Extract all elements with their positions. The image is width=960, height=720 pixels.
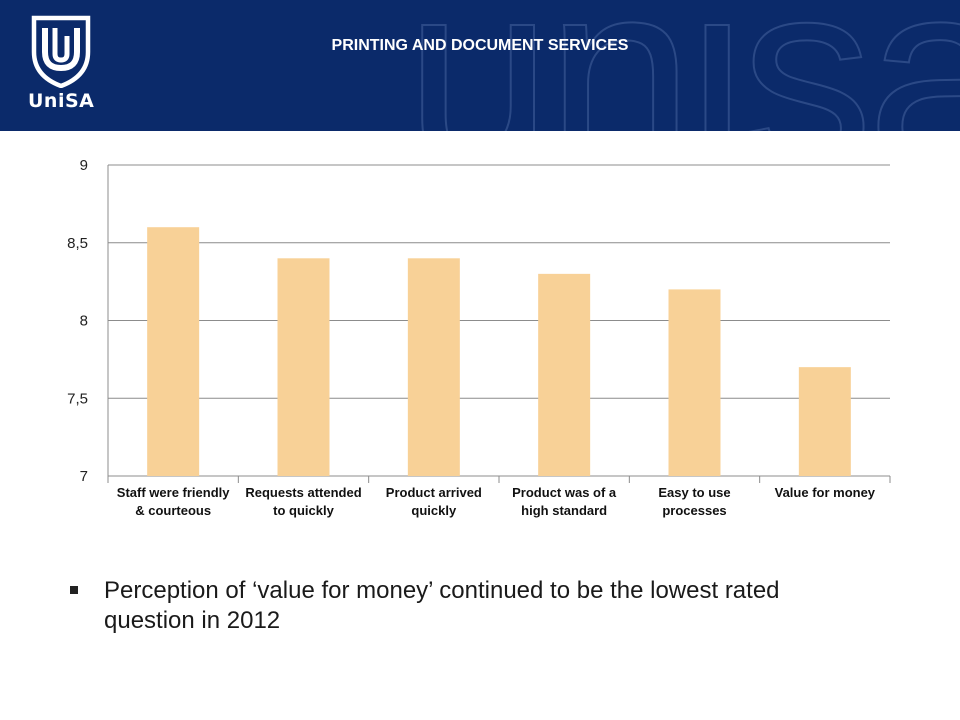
logo-wordmark: UniSA bbox=[28, 90, 95, 112]
watermark-text: unisa bbox=[404, 0, 960, 131]
unisa-logo[interactable]: UniSA bbox=[28, 14, 94, 124]
bullet-marker-icon bbox=[70, 586, 78, 594]
x-category-label: Staff were friendly & courteous bbox=[116, 485, 230, 518]
bar bbox=[798, 367, 851, 476]
bar bbox=[277, 258, 330, 476]
bar bbox=[147, 227, 200, 476]
bar bbox=[538, 273, 591, 476]
y-tick-label: 8,5 bbox=[67, 235, 88, 252]
y-tick-label: 9 bbox=[80, 157, 88, 174]
x-category-label: Requests attended to quickly bbox=[245, 485, 362, 518]
shield-icon bbox=[31, 15, 91, 88]
x-category-label: Value for money bbox=[774, 485, 876, 500]
y-tick-label: 7 bbox=[80, 468, 88, 485]
x-category-label: Product arrived quickly bbox=[385, 485, 482, 518]
x-category-label: Product was of a high standard bbox=[512, 485, 617, 518]
x-category-label: Easy to use processes bbox=[658, 485, 731, 518]
chart-plot: 7 7,5 8 8,5 9 bbox=[67, 157, 891, 485]
bar bbox=[407, 258, 460, 476]
page-title: PRINTING AND DOCUMENT SERVICES bbox=[331, 37, 629, 54]
bar-chart: 7 7,5 8 8,5 9 Staff were friendly & courteou… bbox=[40, 145, 920, 555]
header-banner: unisa UniSA PRINTING AND DOCUMENT SERVIC… bbox=[0, 0, 960, 131]
bullet-text: Perception of ‘value for money’ continue… bbox=[104, 577, 780, 634]
y-tick-label: 7,5 bbox=[67, 390, 88, 407]
bar bbox=[668, 289, 721, 476]
y-tick-label: 8 bbox=[80, 313, 88, 330]
